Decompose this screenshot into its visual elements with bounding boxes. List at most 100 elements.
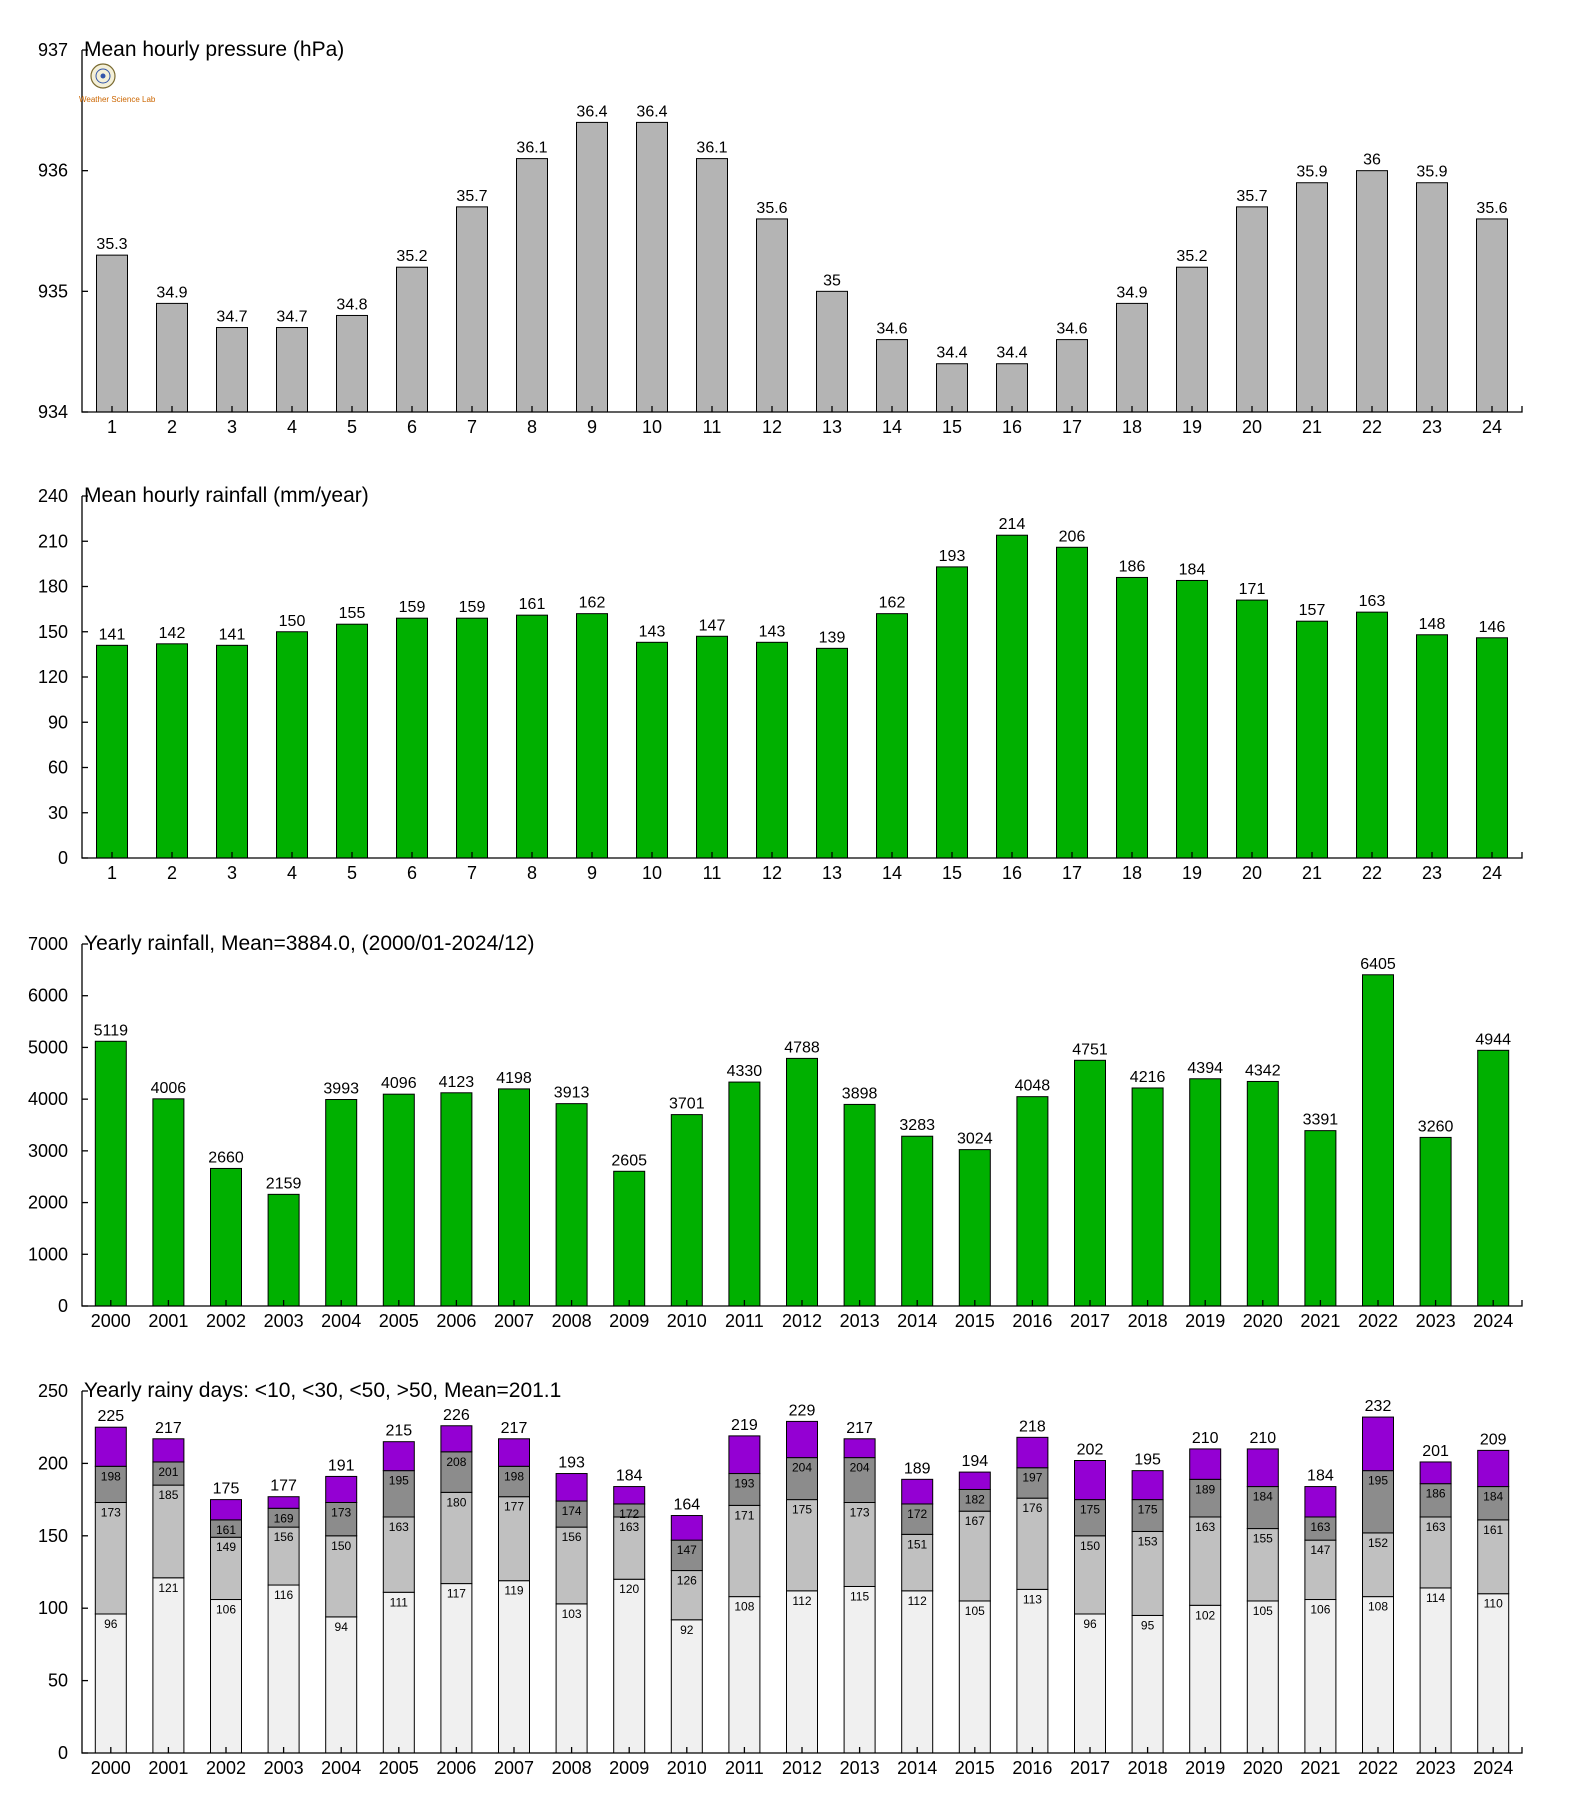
bar: [1176, 266, 1208, 413]
data-label: 3898: [842, 1085, 878, 1102]
segment-label: 163: [389, 1520, 409, 1534]
segment-label: 173: [331, 1505, 351, 1519]
data-label: 162: [579, 595, 606, 612]
bar-segment-lt30: [1304, 1539, 1337, 1601]
bar: [516, 158, 548, 413]
bar: [498, 1088, 530, 1307]
bar: [876, 339, 908, 413]
x-tick-label: 2005: [379, 1758, 419, 1778]
x-tick-label: 15: [942, 417, 962, 437]
chart-rainy-days: Yearly rainy days: <10, <30, <50, >50, M…: [38, 1379, 1523, 1778]
data-label: 34.4: [996, 345, 1027, 362]
x-tick-label: 2004: [321, 1311, 361, 1331]
bar: [576, 121, 608, 413]
x-tick-label: 2007: [494, 1311, 534, 1331]
segment-label: 150: [331, 1539, 351, 1553]
data-label: 186: [1119, 558, 1146, 575]
segment-label: 208: [446, 1455, 466, 1469]
data-label: 34.4: [936, 345, 967, 362]
x-tick-label: 2018: [1128, 1758, 1168, 1778]
bar: [670, 1114, 703, 1307]
data-label: 210: [1192, 1430, 1219, 1447]
data-label: 184: [1307, 1468, 1334, 1485]
bar-segment-gt50: [1304, 1486, 1337, 1518]
data-label: 206: [1059, 528, 1086, 545]
segment-label: 198: [101, 1469, 121, 1483]
segment-label: 177: [504, 1500, 524, 1514]
bar-segment-lt10: [1477, 1593, 1510, 1754]
data-label: 6405: [1360, 956, 1396, 973]
bar-segment-gt50: [613, 1486, 646, 1505]
segment-label: 193: [734, 1477, 754, 1491]
bar-segment-lt10: [325, 1616, 358, 1754]
data-label: 2159: [266, 1175, 302, 1192]
x-tick-label: 2014: [897, 1311, 937, 1331]
data-label: 4048: [1015, 1078, 1051, 1095]
data-label: 139: [819, 629, 846, 646]
bar-segment-gt50: [786, 1420, 818, 1459]
x-tick-label: 16: [1002, 863, 1022, 883]
bar-segment-lt50: [325, 1501, 358, 1537]
data-label: 35.7: [1236, 188, 1267, 205]
y-tick-label: 7000: [28, 934, 68, 954]
x-tick-label: 2018: [1128, 1311, 1168, 1331]
data-label: 3024: [957, 1131, 993, 1148]
x-tick-label: 2012: [782, 1311, 822, 1331]
bar-segment-lt10: [94, 1613, 127, 1754]
data-label: 150: [279, 613, 306, 630]
bar-segment-lt30: [440, 1491, 473, 1585]
bar: [1131, 1087, 1164, 1307]
segment-label: 184: [1483, 1490, 1503, 1504]
bar-segment-lt30: [1016, 1497, 1049, 1590]
data-label: 34.7: [276, 309, 307, 326]
segment-label: 120: [619, 1582, 639, 1596]
bar: [216, 327, 248, 413]
data-label: 3260: [1418, 1118, 1454, 1135]
x-tick-label: 6: [407, 863, 417, 883]
x-tick-label: 12: [762, 863, 782, 883]
bar: [396, 617, 428, 859]
y-tick-label: 250: [38, 1381, 68, 1401]
bar: [816, 647, 848, 859]
data-label: 4394: [1187, 1060, 1223, 1077]
data-label: 3283: [899, 1117, 935, 1134]
bar: [96, 644, 128, 859]
bar: [1416, 182, 1448, 413]
bar-segment-lt50: [786, 1457, 818, 1501]
bar-segment-lt50: [843, 1457, 876, 1503]
data-label: 3391: [1303, 1112, 1339, 1129]
x-tick-label: 2011: [725, 1311, 764, 1331]
x-tick-label: 2: [167, 863, 177, 883]
bar-segment-gt50: [1246, 1448, 1279, 1488]
bar-segment-gt50: [1419, 1461, 1452, 1485]
x-tick-label: 2013: [840, 1758, 880, 1778]
segment-label: 110: [1484, 1597, 1503, 1611]
x-tick-label: 2001: [148, 1311, 188, 1331]
segment-label: 161: [1483, 1523, 1503, 1537]
x-tick-label: 10: [642, 417, 662, 437]
segment-label: 115: [850, 1589, 869, 1603]
x-tick-label: 2023: [1416, 1758, 1456, 1778]
bar-segment-gt50: [1016, 1436, 1049, 1469]
bar-segment-lt50: [1246, 1486, 1279, 1530]
bar: [1056, 339, 1088, 413]
y-tick-label: 935: [38, 281, 68, 301]
bar: [936, 566, 968, 859]
x-tick-label: 2007: [494, 1758, 534, 1778]
data-label: 143: [759, 623, 786, 640]
seal-inner-ring: [95, 68, 111, 84]
segment-label: 147: [677, 1543, 697, 1557]
x-tick-label: 3: [227, 417, 237, 437]
x-tick-label: 10: [642, 863, 662, 883]
x-tick-label: 2010: [667, 1311, 707, 1331]
bar-segment-gt50: [325, 1475, 358, 1503]
segment-label: 149: [216, 1540, 236, 1554]
data-label: 35.7: [456, 188, 487, 205]
segment-label: 147: [1310, 1543, 1330, 1557]
y-tick-label: 0: [58, 1743, 68, 1763]
x-tick-label: 11: [703, 863, 722, 883]
bar-segment-lt10: [1074, 1613, 1106, 1754]
bar: [1176, 579, 1208, 859]
segment-label: 163: [1310, 1520, 1330, 1534]
x-tick-label: 19: [1182, 417, 1202, 437]
